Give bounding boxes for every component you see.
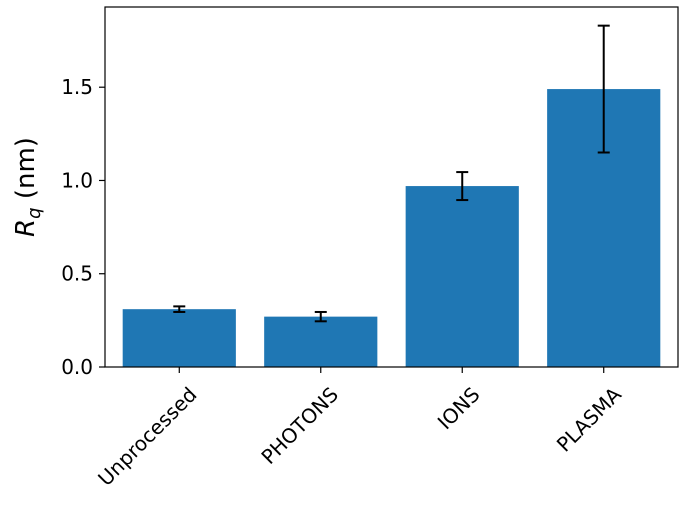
- x-tick-label: PHOTONS: [256, 382, 343, 469]
- error-bar-photons: [314, 310, 327, 323]
- bars-layer: [122, 89, 661, 367]
- x-tick-label: Unprocessed: [93, 382, 201, 490]
- bar-ions: [405, 186, 519, 367]
- y-axis-label-subscript: q: [24, 207, 45, 218]
- x-tick-label: PLASMA: [552, 382, 626, 456]
- y-tick-label: 0.0: [61, 355, 93, 379]
- y-tick-label: 1.0: [61, 168, 93, 192]
- error-bar-ions: [456, 171, 469, 202]
- y-axis-ticks: 0.0 0.5 1.0 1.5: [61, 75, 105, 379]
- y-axis-label-unit: (nm): [11, 137, 41, 207]
- y-tick-label: 1.5: [61, 75, 93, 99]
- x-tick-label: IONS: [433, 382, 485, 434]
- bar-unprocessed: [122, 309, 236, 367]
- y-tick-label: 0.5: [61, 262, 93, 286]
- y-axis-label-symbol: R: [11, 219, 41, 237]
- plot-area-frame: [104, 6, 679, 368]
- bar-photons: [264, 316, 378, 367]
- error-bars-layer: [173, 24, 610, 323]
- error-bar-plasma: [597, 24, 610, 154]
- y-axis-label: Rq (nm): [11, 137, 45, 237]
- error-bar-unprocessed: [173, 305, 186, 313]
- x-axis-ticks: Unprocessed PHOTONS IONS PLASMA: [93, 367, 626, 491]
